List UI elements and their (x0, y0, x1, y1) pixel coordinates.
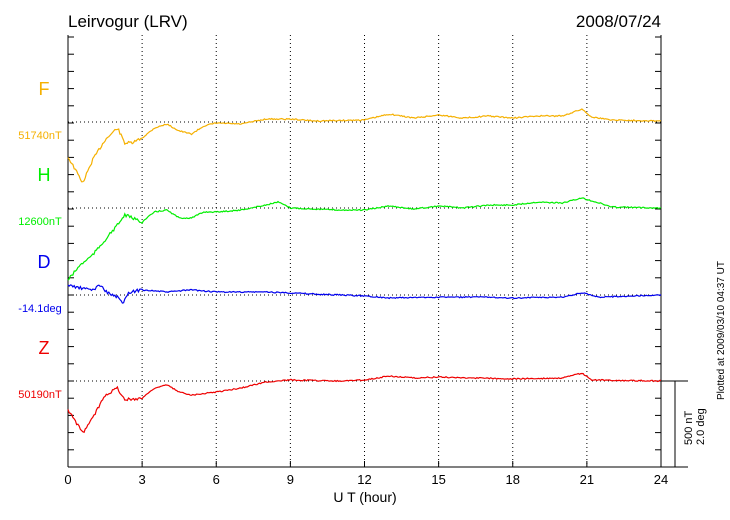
x-tick-label: 21 (580, 472, 594, 487)
x-tick-label: 18 (506, 472, 520, 487)
series-line-h (67, 197, 662, 281)
series-name-z: Z (39, 338, 50, 358)
x-tick-label: 6 (213, 472, 220, 487)
chart-title: Leirvogur (LRV) (68, 12, 188, 31)
series-name-d: D (38, 252, 51, 272)
scale-deg-label: 2.0 deg (695, 408, 707, 445)
chart-date: 2008/07/24 (576, 12, 661, 31)
series-line-z (67, 372, 662, 434)
series-name-h: H (38, 165, 51, 185)
series-baseline-z: 50190nT (18, 389, 62, 401)
series-baseline-d: -14.1deg (18, 303, 61, 315)
plotted-note: Plotted at 2009/03/10 04:37 UT (716, 261, 727, 400)
series-baseline-f: 51740nT (18, 130, 62, 142)
series-name-f: F (39, 79, 50, 99)
scale-nt-label: 500 nT (683, 410, 695, 445)
series-line-d (67, 284, 662, 304)
x-tick-label: 3 (139, 472, 146, 487)
x-tick-label: 24 (654, 472, 668, 487)
x-tick-label: 9 (287, 472, 294, 487)
x-tick-label: 12 (357, 472, 371, 487)
series-line-f (67, 108, 661, 183)
x-axis-label: U T (hour) (333, 489, 396, 505)
x-tick-label: 0 (64, 472, 71, 487)
x-tick-label: 15 (431, 472, 445, 487)
series-baseline-h: 12600nT (18, 216, 62, 228)
